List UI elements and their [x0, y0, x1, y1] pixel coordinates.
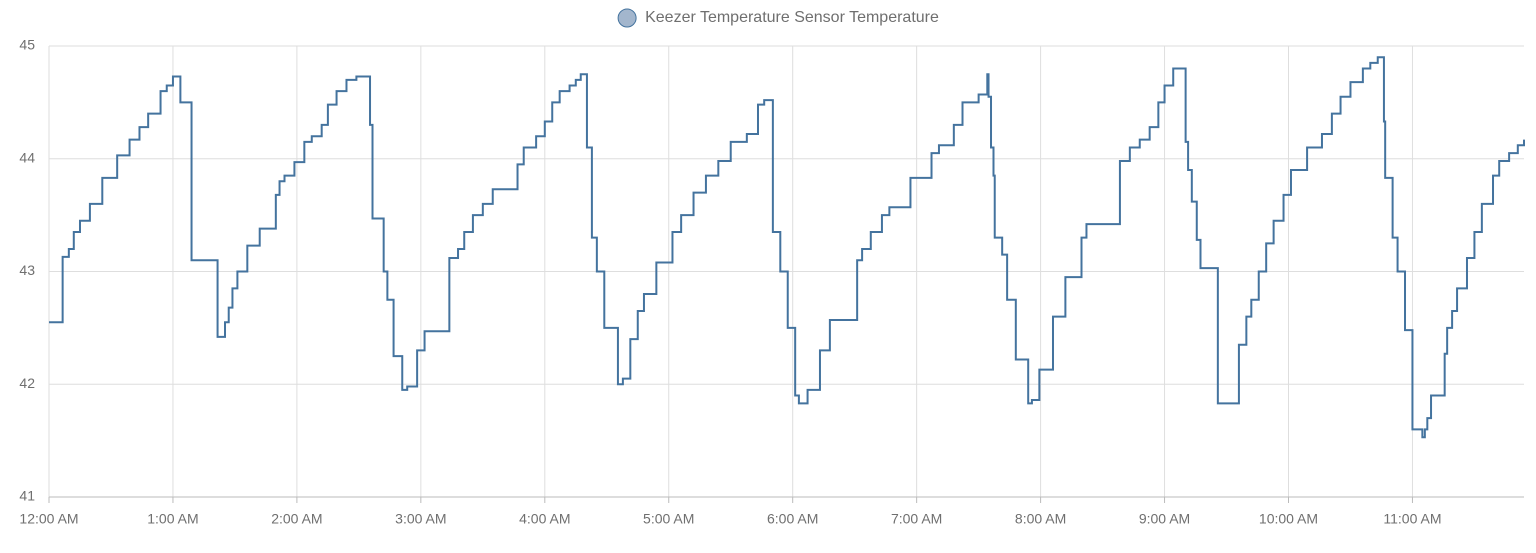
x-tick-label: 4:00 AM [519, 511, 570, 527]
x-tick-label: 1:00 AM [147, 511, 198, 527]
x-tick-label: 7:00 AM [891, 511, 942, 527]
temperature-line [49, 56, 1525, 439]
y-tick-label: 44 [19, 149, 35, 165]
x-tick-label: 5:00 AM [643, 511, 694, 527]
legend: Keezer Temperature Sensor Temperature [617, 8, 939, 28]
x-tick-label: 11:00 AM [1383, 511, 1441, 527]
x-tick-label: 8:00 AM [1015, 511, 1066, 527]
y-tick-label: 43 [19, 262, 35, 278]
y-tick-label: 41 [19, 488, 35, 504]
x-tick-label: 10:00 AM [1259, 511, 1318, 527]
x-tick-label: 2:00 AM [271, 511, 322, 527]
y-tick-label: 45 [19, 37, 35, 53]
x-tick-label: 9:00 AM [1139, 511, 1190, 527]
x-tick-label: 3:00 AM [395, 511, 446, 527]
legend-label: Keezer Temperature Sensor Temperature [645, 9, 939, 26]
y-tick-label: 42 [19, 375, 35, 391]
legend-swatch [617, 8, 637, 28]
x-tick-label: 6:00 AM [767, 511, 818, 527]
x-tick-label: 12:00 AM [19, 511, 78, 527]
